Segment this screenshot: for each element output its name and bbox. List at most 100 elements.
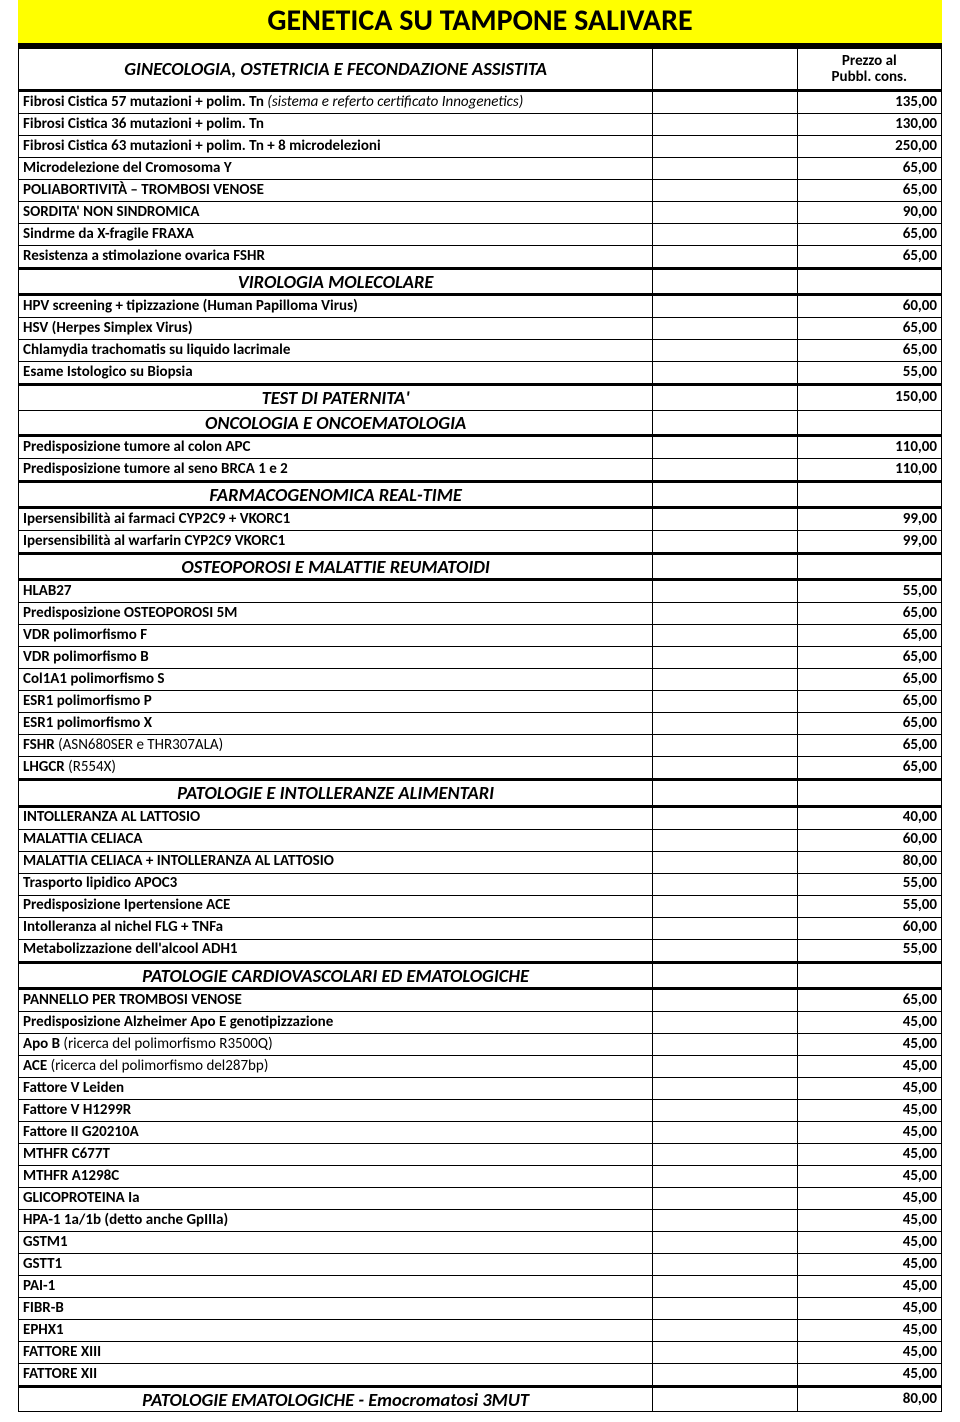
item-price: 45,00 <box>797 1011 941 1033</box>
item-price: 65,00 <box>797 691 941 713</box>
item-label: Microdelezione del Cromosoma Y <box>19 158 653 180</box>
item-label: HLAB27 <box>19 580 653 603</box>
item-price: 65,00 <box>797 180 941 202</box>
blank-cell <box>653 625 797 647</box>
blank-cell <box>653 1121 797 1143</box>
table-row: Predisposizione OSTEOPOROSI 5M65,00 <box>19 603 942 625</box>
item-price: 60,00 <box>797 917 941 939</box>
blank-cell <box>653 1319 797 1341</box>
item-label: Intolleranza al nichel FLG + TNFa <box>19 917 653 939</box>
section-heading: PATOLOGIE CARDIOVASCOLARI ED EMATOLOGICH… <box>19 962 653 988</box>
blank-cell <box>653 1231 797 1253</box>
item-label: INTOLLERANZA AL LATTOSIO <box>19 806 653 829</box>
table-row: VDR polimorfismo F65,00 <box>19 625 942 647</box>
blank-cell <box>653 269 797 295</box>
item-price: 65,00 <box>797 224 941 246</box>
item-label: Esame Istologico su Biopsia <box>19 362 653 385</box>
table-row: HLAB27 55,00 <box>19 580 942 603</box>
section-heading: GINECOLOGIA, OSTETRICIA E FECONDAZIONE A… <box>19 48 653 91</box>
blank-cell <box>653 1143 797 1165</box>
blank-cell <box>653 1275 797 1297</box>
item-price: 99,00 <box>797 531 941 554</box>
blank-cell <box>653 939 797 962</box>
section-heading-row: PATOLOGIE CARDIOVASCOLARI ED EMATOLOGICH… <box>19 962 942 988</box>
item-price: 45,00 <box>797 1363 941 1386</box>
item-price: 99,00 <box>797 508 941 531</box>
table-row: MALATTIA CELIACA + INTOLLERANZA AL LATTO… <box>19 851 942 873</box>
blank-cell <box>653 806 797 829</box>
item-label: Fattore V Leiden <box>19 1077 653 1099</box>
item-price: 65,00 <box>797 318 941 340</box>
item-price: 45,00 <box>797 1033 941 1055</box>
section-heading: VIROLOGIA MOLECOLARE <box>19 269 653 295</box>
item-label: HPA-1 1a/1b (detto anche GpIIIa) <box>19 1209 653 1231</box>
table-row: FATTORE XII 45,00 <box>19 1363 942 1386</box>
table-row: ACE (ricerca del polimorfismo del287bp)4… <box>19 1055 942 1077</box>
item-label: HPV screening + tipizzazione (Human Papi… <box>19 295 653 318</box>
table-row: Ipersensibilità ai farmaci CYP2C9 + VKOR… <box>19 508 942 531</box>
item-price: 45,00 <box>797 1209 941 1231</box>
blank-cell <box>653 48 797 91</box>
item-price: 65,00 <box>797 735 941 757</box>
table-row: FSHR (ASN680SER e THR307ALA) 65,00 <box>19 735 942 757</box>
item-label: Apo B (ricerca del polimorfismo R3500Q) <box>19 1033 653 1055</box>
blank-cell <box>653 435 797 458</box>
item-price: 45,00 <box>797 1297 941 1319</box>
item-price: 45,00 <box>797 1231 941 1253</box>
table-row: Resistenza a stimolazione ovarica FSHR65… <box>19 246 942 269</box>
item-price: 65,00 <box>797 340 941 362</box>
table-row: Predisposizione Ipertensione ACE55,00 <box>19 895 942 917</box>
item-label: MTHFR A1298C <box>19 1165 653 1187</box>
item-label: POLIABORTIVITÀ – TROMBOSI VENOSE <box>19 180 653 202</box>
blank-cell <box>653 1055 797 1077</box>
item-price: 65,00 <box>797 669 941 691</box>
item-price: 135,00 <box>797 91 941 114</box>
blank-cell <box>653 603 797 625</box>
blank-cell <box>653 757 797 780</box>
blank-cell <box>653 691 797 713</box>
blank-cell <box>653 917 797 939</box>
blank-cell <box>653 136 797 158</box>
table-row: EPHX145,00 <box>19 1319 942 1341</box>
blank-cell <box>653 458 797 481</box>
item-price: 45,00 <box>797 1077 941 1099</box>
table-row: GSTT145,00 <box>19 1253 942 1275</box>
item-label: MALATTIA CELIACA + INTOLLERANZA AL LATTO… <box>19 851 653 873</box>
blank-cell <box>653 1209 797 1231</box>
blank-cell <box>653 246 797 269</box>
item-label: ACE (ricerca del polimorfismo del287bp) <box>19 1055 653 1077</box>
table-row: Esame Istologico su Biopsia55,00 <box>19 362 942 385</box>
blank-cell <box>653 340 797 362</box>
section-heading: ONCOLOGIA E ONCOEMATOLOGIA <box>19 410 653 435</box>
item-label: Metabolizzazione dell'alcool ADH1 <box>19 939 653 962</box>
table-row: ESR1 polimorfismo X65,00 <box>19 713 942 735</box>
blank-cell <box>653 895 797 917</box>
item-label: FATTORE XII <box>19 1363 653 1386</box>
table-row: PANNELLO PER TROMBOSI VENOSE65,00 <box>19 988 942 1011</box>
item-label: PANNELLO PER TROMBOSI VENOSE <box>19 988 653 1011</box>
item-price: 80,00 <box>797 1386 941 1411</box>
section-heading: TEST DI PATERNITA' <box>19 385 653 410</box>
section-heading-row: GINECOLOGIA, OSTETRICIA E FECONDAZIONE A… <box>19 48 942 91</box>
item-label: GSTM1 <box>19 1231 653 1253</box>
item-label: PAI-1 <box>19 1275 653 1297</box>
table-row: Fibrosi Cistica 63 mutazioni + polim. Tn… <box>19 136 942 158</box>
item-price: 65,00 <box>797 246 941 269</box>
table-row: Ipersensibilità al warfarin CYP2C9 VKORC… <box>19 531 942 554</box>
item-label: FSHR (ASN680SER e THR307ALA) <box>19 735 653 757</box>
blank-cell <box>653 1341 797 1363</box>
table-row: Metabolizzazione dell'alcool ADH155,00 <box>19 939 942 962</box>
item-label: Col1A1 polimorfismo S <box>19 669 653 691</box>
item-price: 45,00 <box>797 1341 941 1363</box>
table-row: Fattore II G20210A45,00 <box>19 1121 942 1143</box>
item-price: 55,00 <box>797 580 941 603</box>
item-label: ESR1 polimorfismo P <box>19 691 653 713</box>
item-price: 45,00 <box>797 1121 941 1143</box>
item-price: 55,00 <box>797 873 941 895</box>
item-price: 45,00 <box>797 1319 941 1341</box>
section-heading-row: FARMACOGENOMICA REAL-TIME <box>19 481 942 507</box>
blank-cell <box>653 1165 797 1187</box>
item-price: 65,00 <box>797 647 941 669</box>
item-price: 45,00 <box>797 1099 941 1121</box>
section-heading-row: PATOLOGIE E INTOLLERANZE ALIMENTARI <box>19 780 942 806</box>
